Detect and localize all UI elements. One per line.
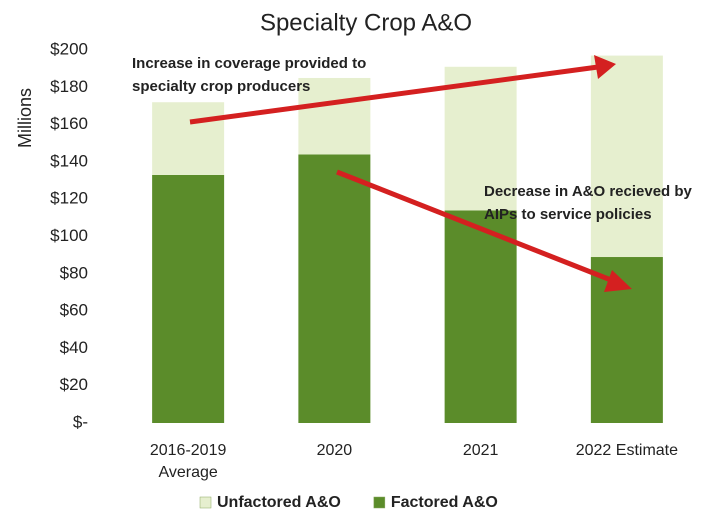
legend-label: Unfactored A&O xyxy=(217,494,341,511)
y-tick-label: $160 xyxy=(50,114,88,133)
y-tick-label: $40 xyxy=(60,338,88,357)
x-tick-label: 2021 xyxy=(462,442,499,459)
y-tick-label: $20 xyxy=(60,375,88,394)
arrow-head xyxy=(604,270,632,292)
legend-label: Factored A&O xyxy=(391,494,498,511)
x-tick-label: 2016-2019 Average xyxy=(149,442,227,481)
y-tick-label: $80 xyxy=(60,263,88,282)
annotation: Decrease in A&O recieved by AIPs to serv… xyxy=(484,183,692,223)
arrow-line xyxy=(189,64,599,125)
annotation: Increase in coverage provided to special… xyxy=(132,55,367,95)
y-tick-label: $120 xyxy=(50,189,88,208)
y-tick-label: $180 xyxy=(50,77,88,96)
arrow-line xyxy=(336,169,617,285)
arrow-head xyxy=(594,55,616,79)
bar-segment xyxy=(152,174,225,423)
y-tick-label: $- xyxy=(73,412,88,431)
legend-swatch xyxy=(373,496,386,509)
bar-segment xyxy=(152,102,225,175)
bars xyxy=(152,55,663,423)
chart-title: Specialty Crop A&O xyxy=(260,9,472,36)
bar-segment xyxy=(298,154,371,423)
bar-segment xyxy=(444,210,517,423)
x-tick-label: 2022 Estimate xyxy=(575,442,679,459)
y-tick-label: $200 xyxy=(50,39,88,58)
y-tick-label: $140 xyxy=(50,151,88,170)
y-tick-label: $100 xyxy=(50,226,88,245)
bar-segment xyxy=(590,55,663,258)
y-tick-label: $60 xyxy=(60,301,88,320)
bar-segment xyxy=(590,257,663,423)
x-tick-label: 2020 xyxy=(316,442,353,459)
y-axis-label: Millions xyxy=(15,88,35,148)
legend-swatch xyxy=(199,496,212,509)
arrows xyxy=(189,55,632,292)
bar-segment xyxy=(298,77,371,155)
bar-segment xyxy=(444,66,517,211)
